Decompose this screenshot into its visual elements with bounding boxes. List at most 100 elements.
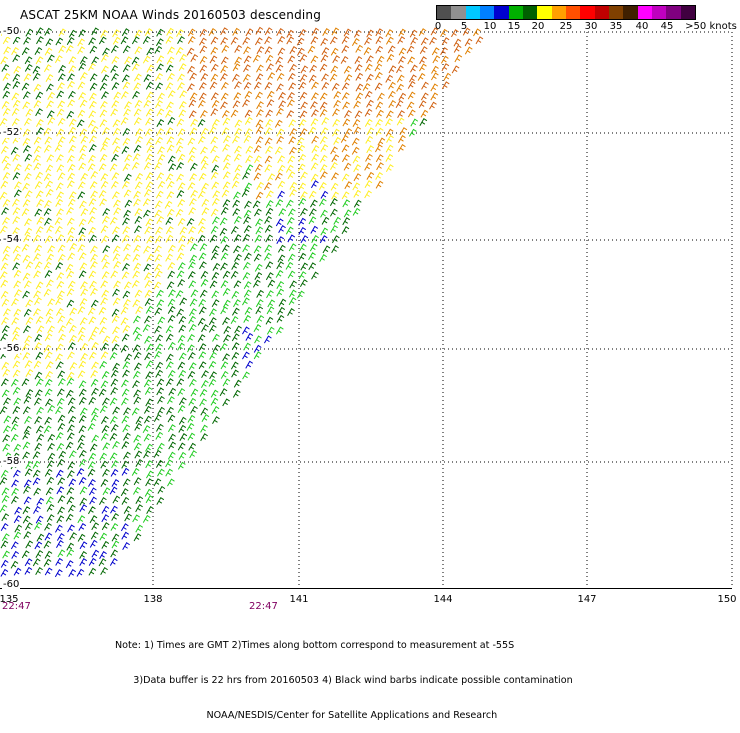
wind-barb	[234, 56, 242, 65]
wind-barb	[67, 252, 76, 261]
wind-barb	[45, 398, 53, 407]
wind-barb	[276, 236, 285, 245]
wind-barb	[333, 90, 342, 99]
lat-label: -54	[2, 234, 21, 245]
wind-barb	[178, 63, 187, 72]
wind-barb	[66, 270, 75, 279]
wind-barb	[222, 299, 231, 308]
wind-barb	[144, 289, 153, 298]
wind-barb	[34, 47, 43, 56]
wind-barb	[44, 378, 53, 387]
wind-barb	[46, 476, 55, 485]
wind-barb	[91, 387, 99, 396]
wind-barb	[79, 144, 88, 153]
wind-barb	[242, 73, 251, 82]
wind-barb	[157, 468, 165, 477]
wind-barb	[178, 315, 187, 324]
wind-barb	[155, 343, 163, 352]
wind-barb	[242, 326, 250, 335]
wind-barb	[331, 245, 339, 254]
wind-barb	[35, 351, 44, 360]
wind-barb	[143, 73, 152, 82]
wind-barb	[395, 100, 404, 108]
wind-barb	[375, 101, 384, 110]
wind-barb	[220, 36, 228, 45]
wind-barb	[90, 125, 99, 134]
wind-barb	[188, 362, 197, 371]
wind-barb	[186, 422, 195, 431]
wind-barb	[242, 99, 250, 108]
wind-barb	[188, 315, 196, 324]
wind-barb	[35, 27, 44, 36]
wind-barb	[341, 173, 350, 182]
scale-segment	[522, 6, 538, 19]
wind-barb	[253, 324, 262, 333]
wind-barb	[135, 496, 144, 504]
wind-barb	[244, 116, 253, 125]
wind-barb	[66, 371, 75, 380]
wind-barb	[131, 279, 140, 288]
wind-barb	[68, 478, 77, 487]
wind-barb	[45, 164, 54, 173]
wind-barb	[453, 38, 462, 47]
wind-barb	[124, 353, 133, 362]
wind-barb	[68, 450, 77, 459]
wind-barb	[66, 496, 75, 505]
wind-barb	[154, 307, 163, 316]
wind-barb	[298, 119, 307, 128]
wind-barb	[201, 182, 209, 191]
wind-barb	[120, 306, 129, 315]
wind-barb	[111, 533, 120, 542]
wind-barb	[145, 470, 154, 479]
wind-barb	[47, 245, 55, 254]
wind-barb	[165, 253, 173, 262]
wind-barb	[33, 270, 41, 279]
wind-barb	[68, 144, 76, 153]
wind-barb	[66, 217, 75, 226]
wind-barb	[57, 506, 65, 515]
wind-barb	[177, 217, 186, 226]
wind-barb	[365, 135, 373, 144]
wind-barb	[89, 100, 97, 109]
wind-barb	[353, 126, 362, 135]
wind-barb	[179, 90, 187, 99]
wind-barb	[409, 74, 417, 83]
wind-barb	[419, 46, 428, 55]
wind-barb	[90, 260, 98, 269]
wind-barb	[32, 234, 41, 243]
wind-barb	[165, 35, 174, 44]
wind-barb	[319, 164, 328, 173]
wind-barb	[352, 182, 361, 191]
wind-barb	[1, 155, 10, 164]
wind-barb	[242, 36, 251, 45]
wind-barb	[210, 108, 219, 117]
wind-barb	[101, 271, 110, 280]
wind-barb	[342, 101, 350, 110]
wind-barb	[66, 180, 75, 189]
wind-barb	[154, 325, 162, 334]
wind-barb	[111, 512, 119, 521]
wind-barb	[102, 487, 111, 496]
wind-barb	[33, 136, 42, 145]
map-title: ASCAT 25KM NOAA Winds 20160503 descendin…	[20, 8, 322, 22]
wind-barb	[44, 200, 52, 209]
wind-barb	[211, 155, 220, 164]
wind-barb	[321, 216, 330, 225]
wind-barb	[124, 56, 132, 65]
wind-barb	[21, 82, 30, 91]
wind-barb	[56, 191, 64, 200]
wind-barb	[77, 306, 86, 315]
wind-barb	[2, 443, 11, 452]
scale-segment	[479, 6, 495, 19]
wind-barb	[343, 28, 352, 37]
wind-barb	[385, 74, 394, 83]
wind-barb	[221, 109, 230, 118]
wind-barb	[24, 335, 33, 344]
wind-barb	[177, 334, 186, 343]
wind-barb	[101, 65, 109, 74]
wind-barb	[375, 36, 384, 45]
wind-barb	[57, 82, 65, 91]
wind-barb	[275, 64, 284, 73]
wind-barb	[385, 164, 394, 173]
wind-barb	[45, 496, 54, 505]
